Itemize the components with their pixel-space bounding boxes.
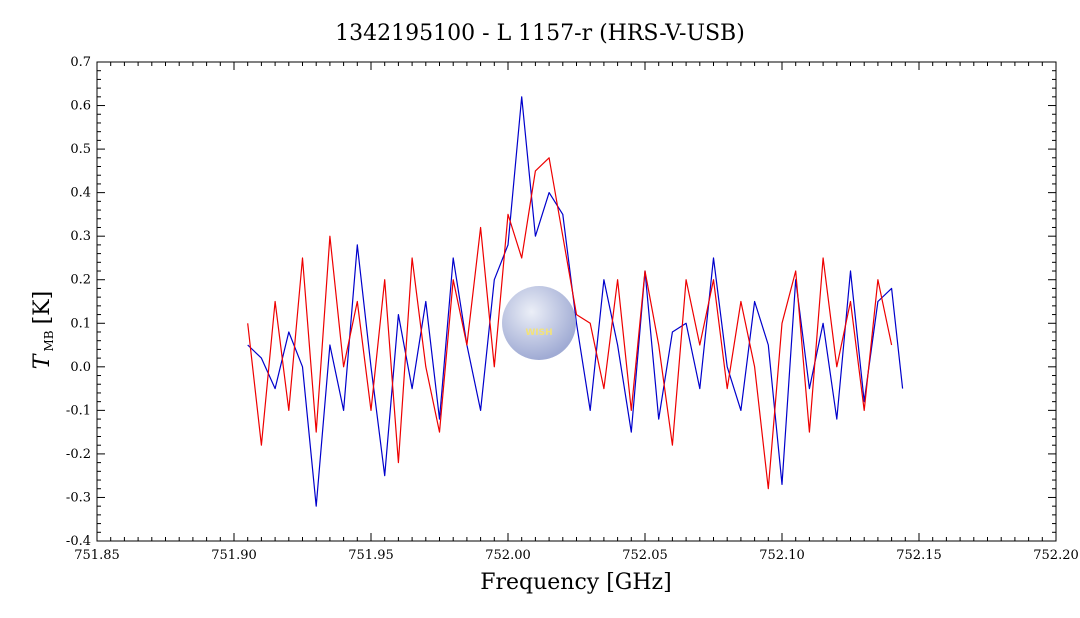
x-tick-label: 752.05 <box>622 548 668 563</box>
y-tick-label: 0.5 <box>70 142 91 157</box>
svg-text:TMB[K]: TMB [K] <box>30 291 56 369</box>
y-tick-label: 0.4 <box>70 186 91 201</box>
y-tick-label: 0.3 <box>70 229 91 244</box>
y-tick-label: -0.1 <box>66 403 91 418</box>
y-tick-label: -0.3 <box>66 490 91 505</box>
y-axis-subscript: MB <box>42 330 56 351</box>
chart-title: 1342195100 - L 1157-r (HRS-V-USB) <box>335 21 745 46</box>
x-tick-label: 752.00 <box>485 548 531 563</box>
y-tick-label: 0.0 <box>70 360 91 375</box>
spectrum-series-1 <box>247 96 904 507</box>
y-tick-label: 0.2 <box>70 273 91 288</box>
y-tick-label: 0.1 <box>70 316 91 331</box>
x-axis-label: Frequency [GHz] <box>480 570 672 595</box>
x-tick-label: 752.20 <box>1033 548 1079 563</box>
y-axis-label: TMB [K] <box>30 291 56 369</box>
series-layer <box>247 96 904 507</box>
x-tick-label: 751.90 <box>211 548 257 563</box>
axis-ticks: 751.85 751.90 751.95 752.00 752.05 752.10 752.… <box>66 55 1079 563</box>
axes-frame <box>96 61 1057 542</box>
y-tick-label: -0.4 <box>66 534 91 549</box>
x-tick-label: 752.15 <box>896 548 942 563</box>
y-tick-label: -0.2 <box>66 447 91 462</box>
y-axis-symbol: T <box>30 352 55 369</box>
spectrum-series-2 <box>247 157 893 490</box>
x-tick-label: 751.85 <box>74 548 120 563</box>
y-tick-label: 0.6 <box>70 99 91 114</box>
y-tick-label: 0.7 <box>70 55 91 70</box>
y-axis-unit: [K] <box>30 291 55 325</box>
wish-logo: WISH <box>502 286 576 360</box>
logo-text: WISH <box>525 328 552 338</box>
x-tick-label: 752.10 <box>759 548 805 563</box>
logo-circle <box>502 286 576 360</box>
x-tick-label: 751.95 <box>348 548 394 563</box>
